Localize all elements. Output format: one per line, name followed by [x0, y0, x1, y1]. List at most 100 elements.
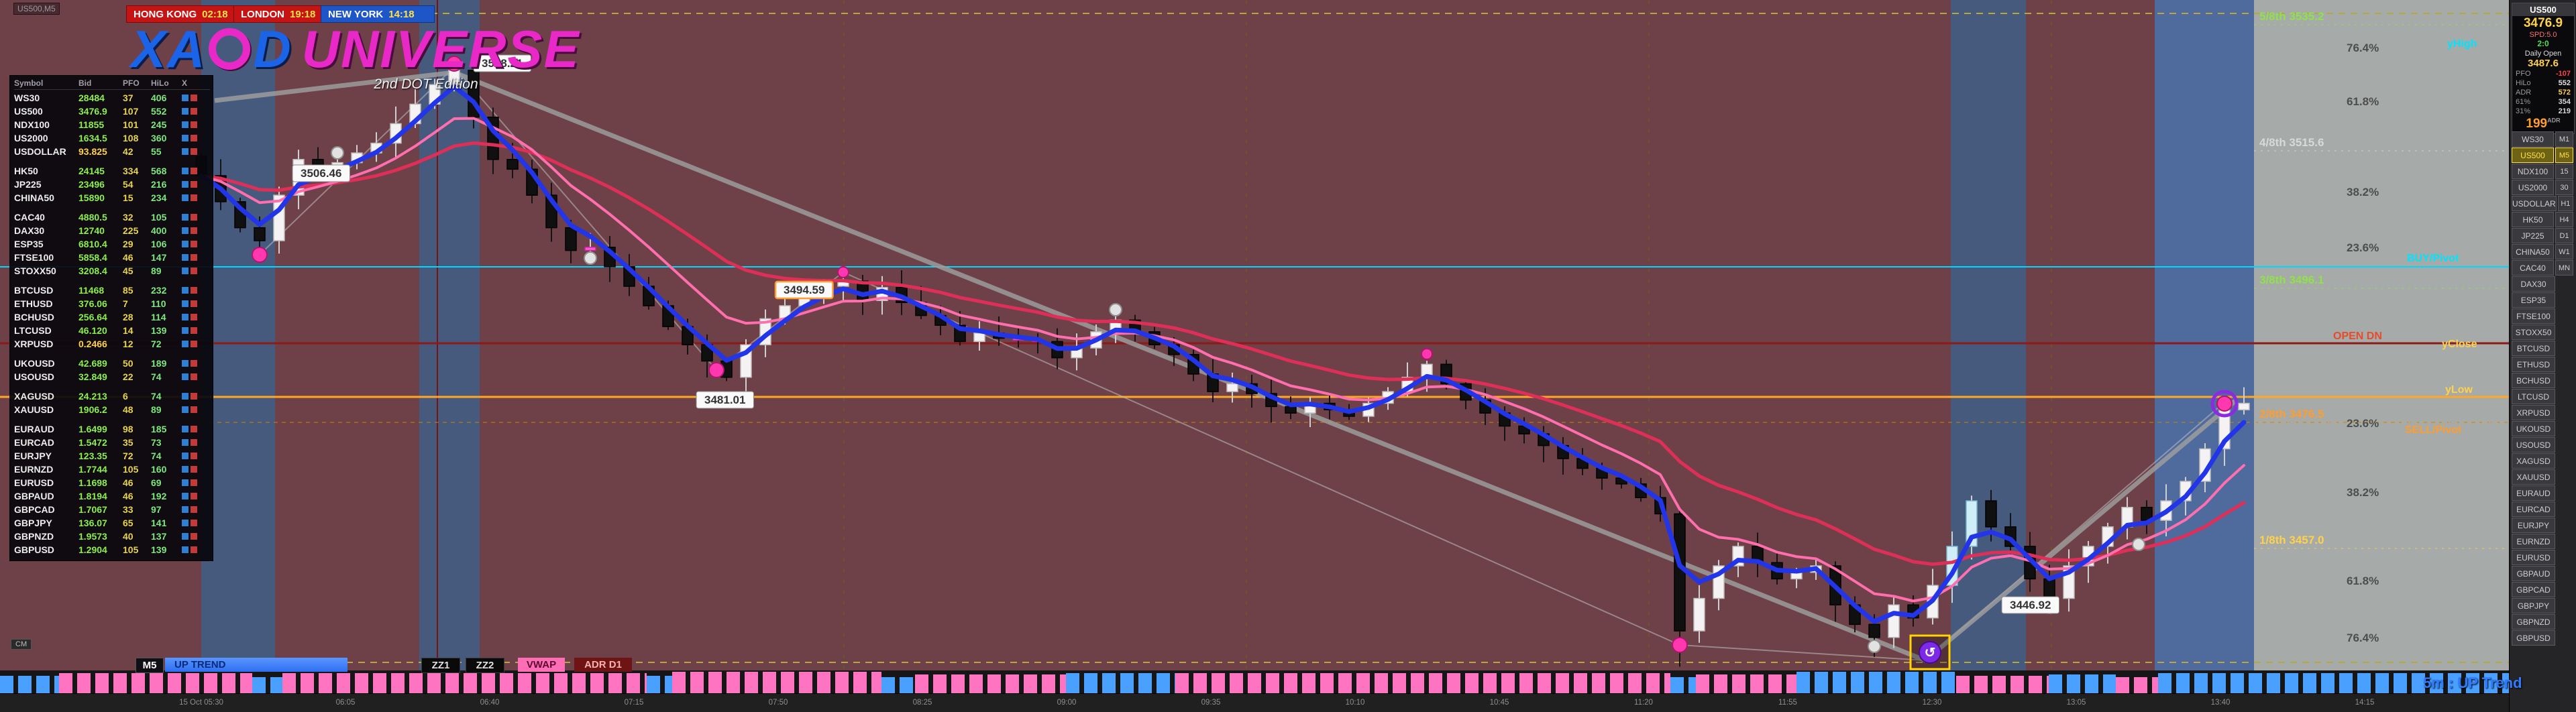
- symbol-button-bchusd[interactable]: BCHUSD: [2512, 373, 2555, 388]
- time-axis[interactable]: 15 Oct 05:30 06:05 06:40 07:15 07:50 08:25 09:…: [0, 693, 2576, 712]
- hilo-value: 114: [151, 312, 166, 322]
- watchlist-row-eurnzd[interactable]: EURNZD 1.7744 105 160: [14, 463, 210, 476]
- zz2-button[interactable]: ZZ2: [466, 658, 504, 673]
- timeframe-button-d1[interactable]: D1: [2555, 228, 2573, 243]
- symbol-button-gbpusd[interactable]: GBPUSD: [2512, 630, 2555, 646]
- pfo-value: 14: [123, 325, 133, 336]
- watchlist-row-gbpnzd[interactable]: GBPNZD 1.9573 40 137: [14, 530, 210, 543]
- price-chart[interactable]: ↺ 3528.21 3506.46 3481.01 3494.59 3446.92 5/8t…: [0, 0, 2576, 672]
- watchlist-row-gbpcad[interactable]: GBPCAD 1.7067 33 97: [14, 503, 210, 516]
- watchlist-row-btcusd[interactable]: BTCUSD 11468 85 232: [14, 284, 210, 297]
- watchlist-row-hk50[interactable]: HK50 24145 334 568: [14, 164, 210, 178]
- symbol-button-btcusd[interactable]: BTCUSD: [2512, 341, 2555, 356]
- timeframe-button-30[interactable]: 30: [2555, 180, 2573, 195]
- timeframe-button-h4[interactable]: H4: [2555, 212, 2573, 227]
- watchlist-row-eurcad[interactable]: EURCAD 1.5472 35 73: [14, 436, 210, 449]
- timeframe-button-h1[interactable]: H1: [2557, 196, 2573, 211]
- symbol-button-us500[interactable]: US500: [2512, 147, 2554, 163]
- watchlist-row-usdollar[interactable]: USDOLLAR 93.825 42 55: [14, 145, 210, 158]
- info-stat-row: 31% 219: [2516, 107, 2571, 115]
- status-square-icon: [182, 406, 189, 413]
- hilo-value: 137: [151, 531, 167, 542]
- time-tick-label: 14:15: [2355, 699, 2375, 707]
- svg-text:3446.92: 3446.92: [2010, 599, 2051, 611]
- watchlist-row-cac40[interactable]: CAC40 4880.5 32 105: [14, 211, 210, 224]
- watchlist-row-gbpaud[interactable]: GBPAUD 1.8194 46 192: [14, 489, 210, 503]
- symbol-button-eurnzd[interactable]: EURNZD: [2512, 534, 2555, 549]
- adr-d1-button[interactable]: ADR D1: [574, 658, 632, 672]
- watchlist-row-esp35[interactable]: ESP35 6810.4 29 106: [14, 237, 210, 251]
- watchlist-row-xauusd[interactable]: XAUUSD 1906.2 48 89: [14, 403, 210, 416]
- watchlist-row-eurusd[interactable]: EURUSD 1.1698 46 69: [14, 476, 210, 489]
- symbol-switch-row: US2000 30: [2512, 180, 2573, 195]
- watchlist-row-eurjpy[interactable]: EURJPY 123.35 72 74: [14, 449, 210, 463]
- timeframe-button-m5[interactable]: M5: [2555, 147, 2573, 163]
- watchlist-row-us2000[interactable]: US2000 1634.5 108 360: [14, 131, 210, 145]
- symbol-button-eurjpy[interactable]: EURJPY: [2512, 518, 2555, 533]
- watchlist-row-stoxx50[interactable]: STOXX50 3208.4 45 89: [14, 264, 210, 278]
- watchlist-row-ftse100[interactable]: FTSE100 5858.4 46 147: [14, 251, 210, 264]
- symbol-button-xrpusd[interactable]: XRPUSD: [2512, 405, 2555, 420]
- status-squares: [182, 214, 202, 221]
- symbol-button-gbpcad[interactable]: GBPCAD: [2512, 582, 2555, 597]
- watchlist-row-bchusd[interactable]: BCHUSD 256.64 28 114: [14, 310, 210, 324]
- pfo-value: 54: [123, 179, 133, 190]
- timeframe-button-15[interactable]: 15: [2555, 164, 2573, 179]
- symbol-button-usdollar[interactable]: USDOLLAR: [2512, 196, 2557, 211]
- symbol-button-usousd[interactable]: USOUSD: [2512, 437, 2555, 453]
- symbol-button-ndx100[interactable]: NDX100: [2512, 164, 2554, 179]
- watchlist-row-usousd[interactable]: USOUSD 32.849 22 74: [14, 370, 210, 383]
- symbol-switch-row: HK50 H4: [2512, 212, 2573, 227]
- watchlist-row-gbpusd[interactable]: GBPUSD 1.2904 105 139: [14, 543, 210, 556]
- hilo-value: 139: [151, 544, 167, 555]
- symbol-button-ltcusd[interactable]: LTCUSD: [2512, 389, 2555, 404]
- symbol-button-eurusd[interactable]: EURUSD: [2512, 550, 2555, 565]
- symbol-button-gbpaud[interactable]: GBPAUD: [2512, 566, 2555, 581]
- symbol-button-gbpjpy[interactable]: GBPJPY: [2512, 598, 2555, 613]
- watchlist-row-jp225[interactable]: JP225 23496 54 216: [14, 178, 210, 191]
- symbol-button-eurcad[interactable]: EURCAD: [2512, 501, 2555, 517]
- symbol-button-gbpnzd[interactable]: GBPNZD: [2512, 614, 2555, 630]
- status-square-icon: [182, 181, 189, 188]
- pfo-value: 46: [123, 252, 133, 263]
- symbol-button-ukousd[interactable]: UKOUSD: [2512, 421, 2555, 436]
- zz1-button[interactable]: ZZ1: [421, 658, 460, 673]
- timeframe-button-mn[interactable]: MN: [2555, 260, 2573, 276]
- timeframe-button-m1[interactable]: M1: [2555, 131, 2573, 147]
- watchlist-row-china50[interactable]: CHINA50 15890 15 234: [14, 191, 210, 204]
- symbol-switch-row: FTSE100: [2512, 308, 2573, 324]
- symbol-button-cac40[interactable]: CAC40: [2512, 260, 2554, 276]
- symbol-button-ethusd[interactable]: ETHUSD: [2512, 357, 2555, 372]
- watchlist-row-xagusd[interactable]: XAGUSD 24.213 6 74: [14, 390, 210, 403]
- watchlist-row-ethusd[interactable]: ETHUSD 376.06 7 110: [14, 297, 210, 310]
- timeframe-button-w1[interactable]: W1: [2555, 244, 2573, 259]
- symbol-button-esp35[interactable]: ESP35: [2512, 292, 2555, 308]
- svg-text:61.8%: 61.8%: [2347, 575, 2379, 587]
- symbol-button-euraud[interactable]: EURAUD: [2512, 485, 2555, 501]
- watchlist-row-gbpjpy[interactable]: GBPJPY 136.07 65 141: [14, 516, 210, 530]
- watchlist-row-ndx100[interactable]: NDX100 11855 101 245: [14, 118, 210, 131]
- watchlist-row-ws30[interactable]: WS30 28484 37 406: [14, 91, 210, 105]
- symbol-button-stoxx50[interactable]: STOXX50: [2512, 324, 2555, 340]
- symbol-switch-row: USDOLLAR H1: [2512, 196, 2573, 211]
- watchlist-row-ltcusd[interactable]: LTCUSD 46.120 14 139: [14, 324, 210, 337]
- symbol-button-xagusd[interactable]: XAGUSD: [2512, 453, 2555, 469]
- symbol-button-china50[interactable]: CHINA50: [2512, 244, 2554, 259]
- symbol-button-ws30[interactable]: WS30: [2512, 131, 2554, 147]
- symbol-button-dax30[interactable]: DAX30: [2512, 276, 2555, 292]
- vwap-button[interactable]: VWAP: [518, 658, 565, 672]
- hilo-value: 568: [151, 166, 167, 176]
- symbol-button-hk50[interactable]: HK50: [2512, 212, 2554, 227]
- watchlist-row-euraud[interactable]: EURAUD 1.6499 98 185: [14, 422, 210, 436]
- watchlist-row-dax30[interactable]: DAX30 12740 225 400: [14, 224, 210, 237]
- symbol-button-ftse100[interactable]: FTSE100: [2512, 308, 2555, 324]
- symbol-button-jp225[interactable]: JP225: [2512, 228, 2554, 243]
- cm-button[interactable]: CM: [11, 639, 32, 650]
- pfo-value: 108: [123, 133, 139, 143]
- symbol-button-us2000[interactable]: US2000: [2512, 180, 2554, 195]
- watchlist-row-us500[interactable]: US500 3476.9 107 552: [14, 105, 210, 118]
- watchlist-row-ukousd[interactable]: UKOUSD 42.689 50 189: [14, 357, 210, 370]
- symbol-button-xauusd[interactable]: XAUUSD: [2512, 469, 2555, 485]
- timeframe-chip[interactable]: M5: [136, 658, 164, 673]
- watchlist-row-xrpusd[interactable]: XRPUSD 0.2466 12 72: [14, 337, 210, 351]
